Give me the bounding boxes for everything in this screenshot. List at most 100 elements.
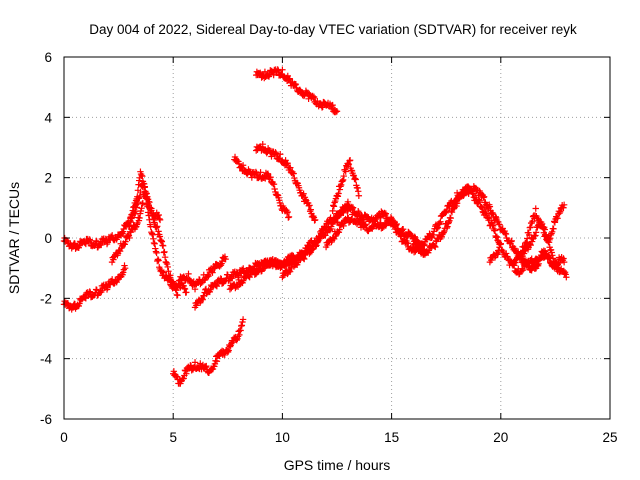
data-point <box>349 204 357 211</box>
data-point <box>542 231 549 238</box>
series-sat-r <box>510 205 561 275</box>
data-point <box>443 206 451 214</box>
x-tick-label: 20 <box>493 430 508 445</box>
y-tick-label: 6 <box>44 50 52 65</box>
data-point <box>443 224 451 232</box>
data-point <box>121 264 129 272</box>
data-point <box>336 186 344 193</box>
data-point <box>445 219 452 226</box>
data-point <box>191 359 199 366</box>
data-point <box>250 266 257 273</box>
data-point <box>238 322 246 329</box>
data-point <box>489 209 496 217</box>
data-point <box>161 253 169 261</box>
data-point <box>310 93 318 101</box>
data-point <box>476 197 483 204</box>
data-point <box>556 210 563 217</box>
data-point <box>290 170 297 177</box>
data-point <box>264 170 272 177</box>
data-point <box>557 208 564 215</box>
data-point <box>270 71 277 79</box>
data-point <box>363 213 371 220</box>
data-point <box>81 294 89 301</box>
data-point <box>433 225 440 233</box>
data-point <box>344 207 351 215</box>
data-point <box>146 198 153 206</box>
series-sat-f <box>176 253 229 293</box>
data-point <box>158 238 166 245</box>
data-point <box>276 199 284 207</box>
data-point <box>390 221 398 229</box>
data-point <box>152 245 159 252</box>
data-point <box>362 221 369 228</box>
data-point <box>394 225 401 233</box>
data-point <box>116 247 124 255</box>
data-point <box>382 210 390 217</box>
data-point <box>434 224 442 231</box>
data-point <box>480 194 487 201</box>
data-point <box>354 208 362 215</box>
data-point <box>545 239 553 246</box>
data-point <box>267 173 274 181</box>
data-point <box>136 214 143 222</box>
data-point <box>172 372 180 380</box>
data-point <box>411 233 418 240</box>
data-point <box>492 213 499 220</box>
data-point <box>274 191 281 198</box>
data-point <box>318 104 326 111</box>
data-point <box>272 256 280 264</box>
data-point <box>128 215 135 222</box>
data-point <box>315 234 323 242</box>
data-point <box>344 198 352 205</box>
data-point <box>86 236 93 243</box>
data-point <box>76 300 83 307</box>
data-point <box>508 237 515 245</box>
data-point <box>404 240 411 247</box>
data-point <box>316 235 323 242</box>
data-point <box>165 268 172 275</box>
data-point <box>245 273 253 280</box>
data-point <box>207 286 214 293</box>
series-sat-m <box>329 157 363 215</box>
data-point <box>329 207 336 215</box>
data-point <box>138 205 145 212</box>
data-point <box>92 237 100 245</box>
data-point <box>154 256 162 263</box>
series-sat-h <box>226 251 297 293</box>
data-point <box>333 108 341 115</box>
data-point <box>183 370 190 377</box>
data-point <box>139 199 147 207</box>
data-point <box>371 221 378 228</box>
data-point <box>203 362 210 370</box>
data-point <box>349 211 356 218</box>
data-point <box>527 241 534 249</box>
data-point <box>87 237 94 244</box>
data-point <box>144 200 152 207</box>
data-point <box>352 176 359 183</box>
data-point <box>114 276 121 284</box>
data-point <box>493 233 501 241</box>
data-point <box>560 204 567 211</box>
data-point <box>340 172 347 180</box>
data-point <box>518 250 526 258</box>
data-point <box>112 277 120 285</box>
data-point <box>120 266 128 273</box>
data-point <box>346 157 354 164</box>
data-point <box>213 358 221 365</box>
data-point <box>272 149 279 156</box>
data-point <box>229 274 236 282</box>
data-point <box>287 164 294 171</box>
y-tick-label: -4 <box>40 352 52 367</box>
data-point <box>342 168 349 175</box>
data-point <box>294 259 302 266</box>
data-point <box>497 240 504 247</box>
data-point <box>532 205 539 212</box>
data-point <box>344 214 351 221</box>
data-point <box>549 255 557 262</box>
series-sat-j <box>252 140 319 224</box>
data-point <box>150 239 158 247</box>
data-point <box>324 220 332 227</box>
data-point <box>191 285 199 293</box>
data-point <box>185 270 192 278</box>
